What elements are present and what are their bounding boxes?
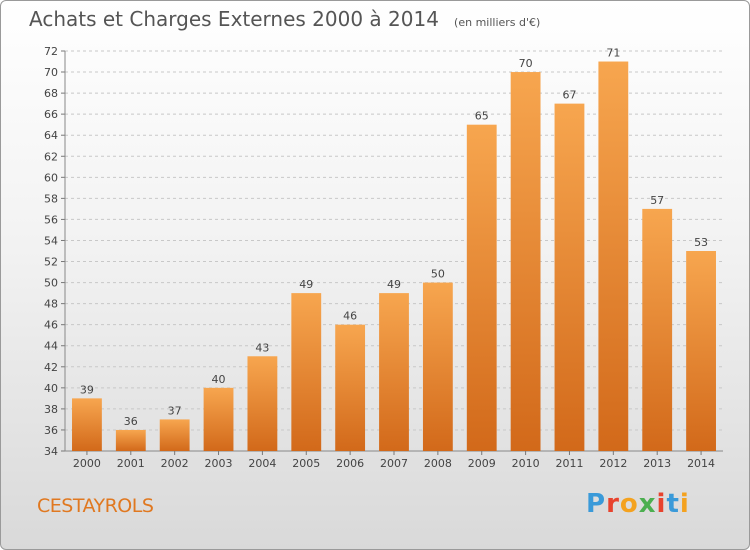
- logo-letter: i: [656, 489, 667, 519]
- bar-2004: [247, 356, 278, 451]
- bar-2012: [598, 61, 629, 452]
- y-tick-label: 42: [44, 361, 58, 374]
- proxiti-logo: Proxiti: [586, 489, 690, 519]
- bar-2000: [72, 398, 102, 451]
- value-label-2011: 67: [562, 89, 576, 102]
- x-tick-label-2003: 2003: [205, 457, 233, 470]
- bar-2009: [466, 124, 497, 452]
- value-label-2000: 39: [80, 383, 94, 396]
- y-tick-label: 44: [44, 340, 58, 353]
- x-tick-label-2005: 2005: [292, 457, 320, 470]
- x-tick-label-2007: 2007: [380, 457, 408, 470]
- bar-2014: [686, 251, 716, 451]
- y-tick-label: 54: [44, 234, 58, 247]
- value-label-2010: 70: [519, 57, 533, 70]
- x-tick-label-2002: 2002: [161, 457, 189, 470]
- logo-letter: i: [679, 489, 690, 519]
- y-tick-label: 50: [44, 277, 58, 290]
- y-tick-label: 46: [44, 319, 58, 332]
- bar-2005: [291, 293, 322, 451]
- value-label-2009: 65: [475, 110, 489, 123]
- x-tick-label-2000: 2000: [73, 457, 101, 470]
- y-tick-label: 34: [44, 445, 58, 458]
- x-tick-label-2013: 2013: [643, 457, 671, 470]
- y-tick-label: 48: [44, 298, 58, 311]
- y-tick-label: 62: [44, 150, 58, 163]
- logo-letter: t: [666, 489, 680, 519]
- x-tick-label-2011: 2011: [555, 457, 583, 470]
- logo-letter: o: [619, 489, 639, 519]
- value-label-2005: 49: [299, 278, 313, 291]
- bars-layer: [72, 61, 716, 452]
- value-label-2007: 49: [387, 278, 401, 291]
- bar-2002: [159, 419, 190, 451]
- x-tick-label-2001: 2001: [117, 457, 145, 470]
- x-tick-label-2012: 2012: [599, 457, 627, 470]
- x-tick-label-2014: 2014: [687, 457, 715, 470]
- value-label-2001: 36: [124, 415, 138, 428]
- y-tick-label: 40: [44, 382, 58, 395]
- bar-2001: [115, 429, 146, 451]
- y-tick-label: 64: [44, 129, 58, 142]
- value-label-2006: 46: [343, 310, 357, 323]
- value-label-2012: 71: [606, 47, 620, 60]
- y-tick-label: 70: [44, 66, 58, 79]
- y-tick-label: 68: [44, 87, 58, 100]
- bar-2006: [335, 324, 366, 451]
- bar-2013: [642, 208, 673, 451]
- logo-letter: P: [586, 489, 607, 519]
- chart-title: Achats et Charges Externes 2000 à 2014: [29, 7, 439, 31]
- value-label-2008: 50: [431, 268, 445, 281]
- x-tick-label-2008: 2008: [424, 457, 452, 470]
- x-tick-label-2009: 2009: [468, 457, 496, 470]
- logo-letter: x: [638, 489, 657, 519]
- title-row: Achats et Charges Externes 2000 à 2014 (…: [29, 7, 540, 31]
- y-tick-label: 36: [44, 424, 58, 437]
- y-tick-label: 66: [44, 108, 58, 121]
- labels-layer: 34 36 38 40 42 44 46 48 50 52 54 56 58 60 62 64 66 68 70 72…: [44, 45, 715, 470]
- value-label-2004: 43: [255, 341, 269, 354]
- x-tick-label-2004: 2004: [248, 457, 276, 470]
- y-tick-label: 38: [44, 403, 58, 416]
- chart-unit: (en milliers d'€): [454, 16, 541, 29]
- x-tick-label-2006: 2006: [336, 457, 364, 470]
- bar-2007: [379, 293, 409, 451]
- bar-2011: [554, 103, 585, 451]
- value-label-2002: 37: [168, 404, 182, 417]
- bar-2010: [510, 72, 541, 451]
- y-tick-label: 60: [44, 171, 58, 184]
- logo-letter: r: [606, 489, 620, 519]
- bar-2003: [203, 387, 234, 451]
- value-label-2013: 57: [650, 194, 664, 207]
- city-name: CESTAYROLS: [37, 495, 154, 517]
- y-tick-label: 72: [44, 45, 58, 58]
- bar-2008: [422, 282, 453, 451]
- y-tick-label: 58: [44, 192, 58, 205]
- value-label-2003: 40: [212, 373, 226, 386]
- y-tick-label: 52: [44, 256, 58, 269]
- value-label-2014: 53: [694, 236, 708, 249]
- x-tick-label-2010: 2010: [512, 457, 540, 470]
- y-tick-label: 56: [44, 213, 58, 226]
